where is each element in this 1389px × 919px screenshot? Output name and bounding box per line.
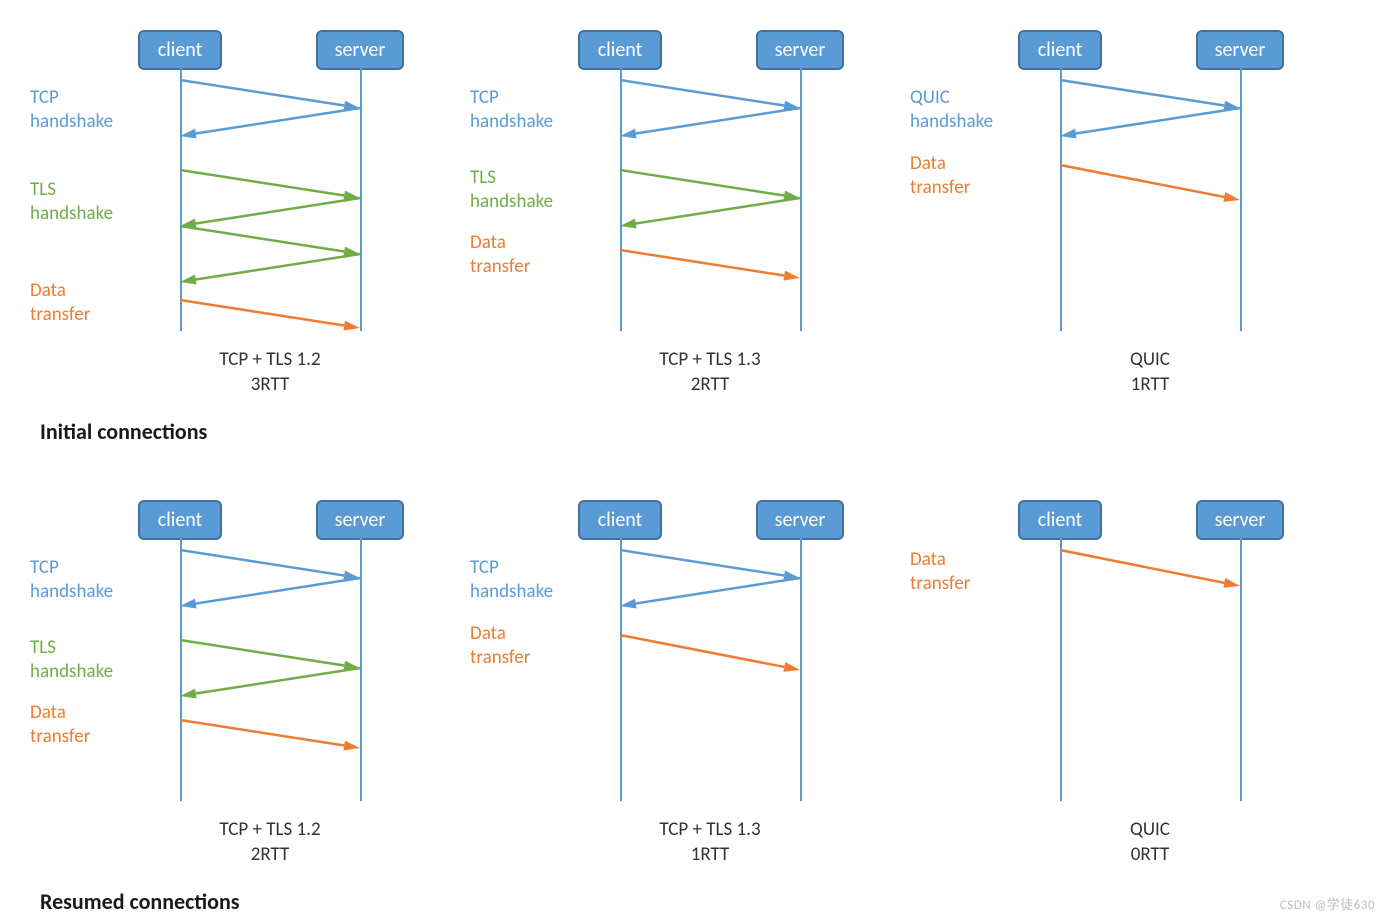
message-arrow (1060, 165, 1224, 197)
arrows-svg (20, 20, 450, 390)
message-arrow (1060, 550, 1224, 583)
arrowhead-icon (180, 689, 197, 699)
message-arrow (620, 170, 784, 196)
message-arrow (620, 80, 784, 106)
message-arrow (1060, 80, 1224, 106)
message-arrow (180, 80, 344, 106)
panel-caption: QUIC1RTT (1000, 348, 1300, 397)
diagram-page: Initial connections Resumed connections … (0, 0, 1389, 919)
arrowhead-icon (343, 741, 360, 751)
panel-init-quic: clientserverQUIChandshakeDatatransferQUI… (900, 20, 1330, 390)
arrowhead-icon (180, 599, 197, 609)
arrowhead-icon (1060, 129, 1077, 139)
message-arrow (1076, 108, 1240, 134)
arrowhead-icon (1223, 192, 1240, 202)
panel-init-tls12: clientserverTCPhandshakeTLShandshakeData… (20, 20, 450, 390)
message-arrow (636, 578, 800, 604)
message-arrow (636, 108, 800, 134)
arrowhead-icon (180, 275, 197, 285)
panel-caption: TCP + TLS 1.23RTT (120, 348, 420, 397)
arrowhead-icon (620, 129, 637, 139)
arrowhead-icon (1223, 578, 1240, 588)
message-arrow (636, 198, 800, 224)
panel-init-tls13: clientserverTCPhandshakeTLShandshakeData… (460, 20, 890, 390)
message-arrow (180, 550, 344, 576)
message-arrow (180, 640, 344, 666)
message-arrow (620, 250, 784, 276)
arrows-svg (460, 490, 890, 860)
panel-caption: TCP + TLS 1.32RTT (560, 348, 860, 397)
message-arrow (196, 578, 360, 604)
message-arrow (196, 254, 360, 280)
message-arrow (620, 635, 784, 667)
message-arrow (180, 170, 344, 196)
panel-res-quic: clientserverDatatransferQUIC0RTT (900, 490, 1330, 860)
panel-caption: TCP + TLS 1.22RTT (120, 818, 420, 867)
panel-res-tls12: clientserverTCPhandshakeTLShandshakeData… (20, 490, 450, 860)
panel-caption: QUIC0RTT (1000, 818, 1300, 867)
watermark-text: CSDN @学徒630 (1280, 894, 1375, 913)
message-arrow (620, 550, 784, 576)
arrowhead-icon (620, 219, 637, 229)
panel-caption: TCP + TLS 1.31RTT (560, 818, 860, 867)
section-title-resumed: Resumed connections (40, 888, 240, 915)
arrowhead-icon (783, 662, 800, 672)
message-arrow (180, 720, 344, 746)
arrows-svg (460, 20, 890, 390)
arrowhead-icon (180, 129, 197, 139)
arrowhead-icon (343, 321, 360, 331)
arrows-svg (20, 490, 450, 860)
panel-res-tls13: clientserverTCPhandshakeDatatransferTCP … (460, 490, 890, 860)
arrowhead-icon (620, 599, 637, 609)
message-arrow (180, 226, 344, 252)
arrows-svg (900, 20, 1330, 390)
message-arrow (196, 108, 360, 134)
message-arrow (196, 668, 360, 694)
arrowhead-icon (783, 271, 800, 281)
section-title-initial: Initial connections (40, 418, 207, 445)
message-arrow (196, 198, 360, 224)
message-arrow (180, 300, 344, 326)
arrows-svg (900, 490, 1330, 860)
